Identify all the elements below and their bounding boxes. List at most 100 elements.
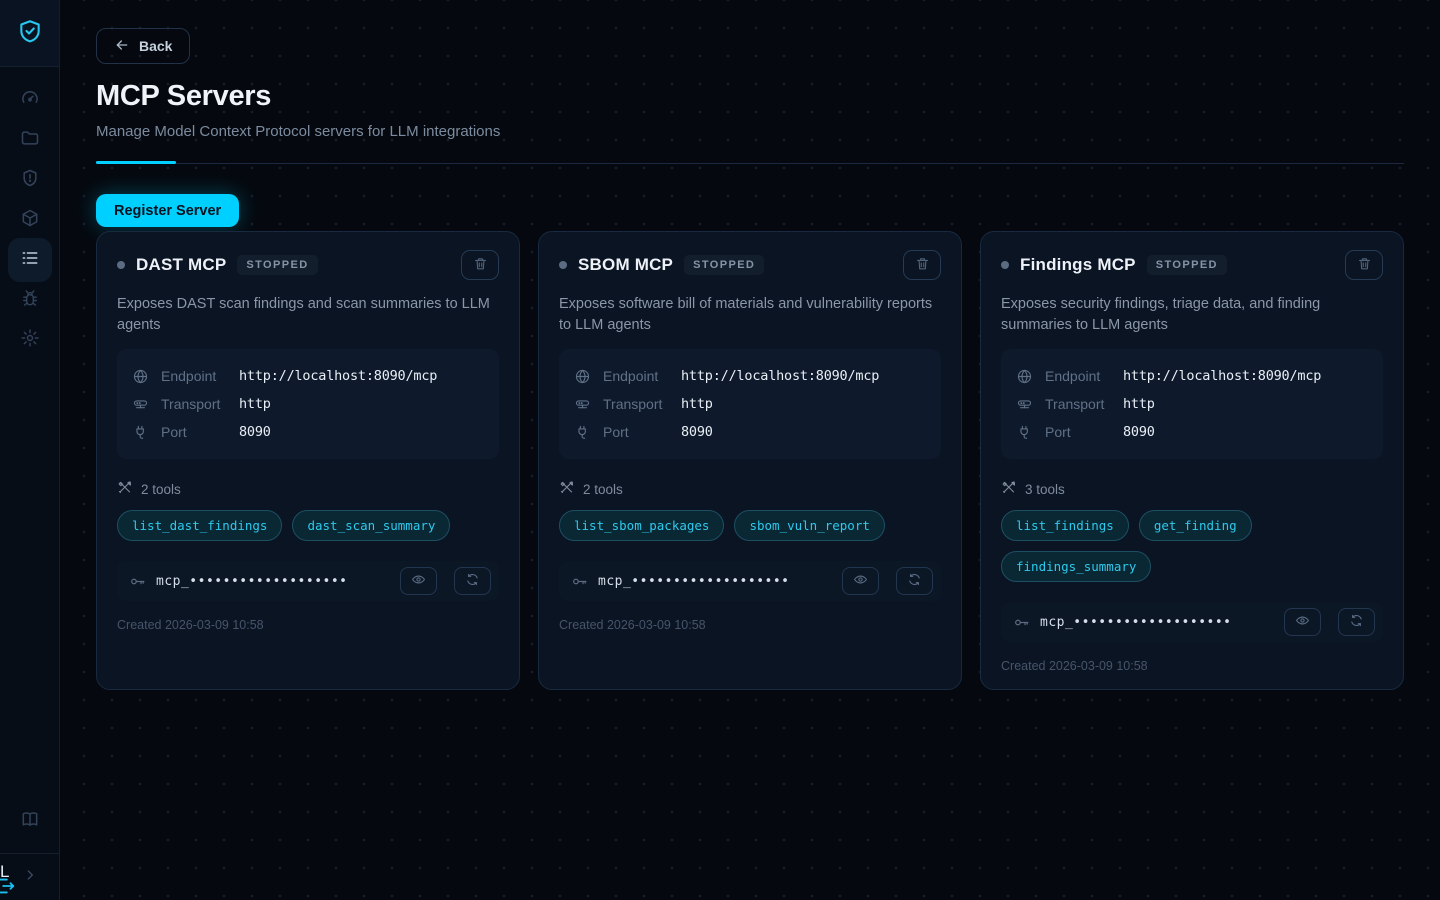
sidebar-spacer	[0, 360, 59, 801]
transport-value: http	[239, 396, 271, 412]
shield-check-icon	[17, 18, 43, 49]
sidebar-item-docs[interactable]	[8, 801, 52, 841]
card-header: SBOM MCP STOPPED	[559, 250, 941, 280]
chevron-right-icon	[23, 868, 37, 887]
endpoint-row: Endpoint http://localhost:8090/mcp	[574, 362, 926, 390]
delete-server-button[interactable]	[461, 250, 499, 280]
server-card-findings: Findings MCP STOPPED Exposes security fi…	[980, 231, 1404, 690]
plug-icon	[1016, 424, 1033, 441]
card-header: Findings MCP STOPPED	[1001, 250, 1383, 280]
transport-icon	[132, 396, 149, 413]
server-name: Findings MCP	[1020, 255, 1136, 274]
server-description: Exposes DAST scan findings and scan summ…	[117, 296, 490, 333]
main-content: Back MCP Servers Manage Model Context Pr…	[60, 0, 1440, 900]
trash-icon	[473, 256, 488, 274]
refresh-icon	[1349, 613, 1364, 631]
register-server-button[interactable]: Register Server	[96, 194, 240, 227]
server-card-grid: DAST MCP STOPPED Exposes DAST scan findi…	[96, 231, 1404, 690]
tools-count-row: 2 tools	[559, 480, 941, 498]
tools-icon	[559, 480, 574, 498]
rotate-key-button[interactable]	[454, 567, 491, 595]
delete-server-button[interactable]	[1345, 250, 1383, 280]
tool-pill: list_findings	[1001, 510, 1129, 541]
sidebar-collapse-toggle[interactable]	[8, 854, 52, 900]
port-row: Port 8090	[574, 418, 926, 446]
endpoint-label: Endpoint	[1045, 368, 1101, 384]
port-label: Port	[603, 424, 629, 440]
tools-count-row: 2 tools	[117, 480, 499, 498]
port-value: 8090	[681, 424, 713, 440]
sidebar-item-settings[interactable]	[8, 320, 52, 360]
transport-icon	[574, 396, 591, 413]
eye-icon	[411, 572, 426, 590]
port-row: Port 8090	[1016, 418, 1368, 446]
transport-value: http	[1123, 396, 1155, 412]
server-info-box: Endpoint http://localhost:8090/mcp Trans…	[559, 349, 941, 459]
sidebar-item-packages[interactable]	[8, 200, 52, 240]
tool-pill-list: list_dast_findings dast_scan_summary	[117, 510, 499, 541]
key-icon	[1013, 614, 1030, 631]
refresh-icon	[465, 572, 480, 590]
sidebar-overflow-label: L	[0, 862, 10, 881]
server-info-box: Endpoint http://localhost:8090/mcp Trans…	[1001, 349, 1383, 459]
app-logo[interactable]	[0, 0, 59, 67]
created-timestamp: Created 2026-03-09 10:58	[1001, 659, 1148, 673]
port-label: Port	[161, 424, 187, 440]
tool-pill-list: list_sbom_packages sbom_vuln_report	[559, 510, 941, 541]
api-key-band: mcp_•••••••••••••••••••	[1001, 602, 1383, 642]
transport-row: Transport http	[574, 390, 926, 418]
api-key-masked: mcp_•••••••••••••••••••	[598, 573, 790, 589]
sidebar-divider	[0, 853, 60, 854]
logout-icon[interactable]	[0, 875, 16, 900]
sidebar-item-vulnerabilities[interactable]	[8, 160, 52, 200]
tool-pill-list: list_findings get_finding findings_summa…	[1001, 510, 1383, 582]
endpoint-row: Endpoint http://localhost:8090/mcp	[1016, 362, 1368, 390]
page-subtitle: Manage Model Context Protocol servers fo…	[96, 123, 501, 140]
port-label: Port	[1045, 424, 1071, 440]
endpoint-value: http://localhost:8090/mcp	[1123, 368, 1322, 384]
tools-icon	[1001, 480, 1016, 498]
reveal-key-button[interactable]	[842, 567, 879, 595]
globe-icon	[574, 368, 591, 385]
sidebar-nav	[0, 67, 59, 360]
refresh-icon	[907, 572, 922, 590]
tool-pill: findings_summary	[1001, 551, 1152, 582]
back-button-label: Back	[139, 38, 173, 54]
server-name: DAST MCP	[136, 255, 227, 274]
sidebar-item-projects[interactable]	[8, 120, 52, 160]
port-row: Port 8090	[132, 418, 484, 446]
trash-icon	[915, 256, 930, 274]
transport-label: Transport	[1045, 396, 1105, 412]
reveal-key-button[interactable]	[400, 567, 437, 595]
key-icon	[571, 573, 588, 590]
card-header: DAST MCP STOPPED	[117, 250, 499, 280]
globe-icon	[132, 368, 149, 385]
status-badge: STOPPED	[237, 255, 318, 275]
plug-icon	[132, 424, 149, 441]
server-card-dast: DAST MCP STOPPED Exposes DAST scan findi…	[96, 231, 520, 690]
api-key-band: mcp_•••••••••••••••••••	[117, 561, 499, 601]
sidebar-item-mcp-servers[interactable]	[7, 238, 52, 282]
reveal-key-button[interactable]	[1284, 608, 1321, 636]
eye-icon	[1295, 613, 1310, 631]
tools-count-label: 2 tools	[141, 481, 181, 497]
back-button[interactable]: Back	[96, 28, 191, 64]
transport-row: Transport http	[1016, 390, 1368, 418]
port-value: 8090	[1123, 424, 1155, 440]
key-icon	[129, 573, 146, 590]
tools-count-label: 3 tools	[1025, 481, 1065, 497]
delete-server-button[interactable]	[903, 250, 941, 280]
globe-icon	[1016, 368, 1033, 385]
rotate-key-button[interactable]	[1338, 608, 1375, 636]
tool-pill: get_finding	[1138, 510, 1252, 541]
sidebar-item-dast[interactable]	[8, 280, 52, 320]
port-value: 8090	[239, 424, 271, 440]
endpoint-label: Endpoint	[603, 368, 659, 384]
api-key-masked: mcp_•••••••••••••••••••	[156, 573, 348, 589]
shield-alert-icon	[20, 168, 40, 193]
rotate-key-button[interactable]	[896, 567, 933, 595]
eye-icon	[853, 572, 868, 590]
status-dot	[117, 261, 125, 269]
server-name: SBOM MCP	[578, 255, 674, 274]
sidebar-item-dashboard[interactable]	[8, 80, 52, 120]
